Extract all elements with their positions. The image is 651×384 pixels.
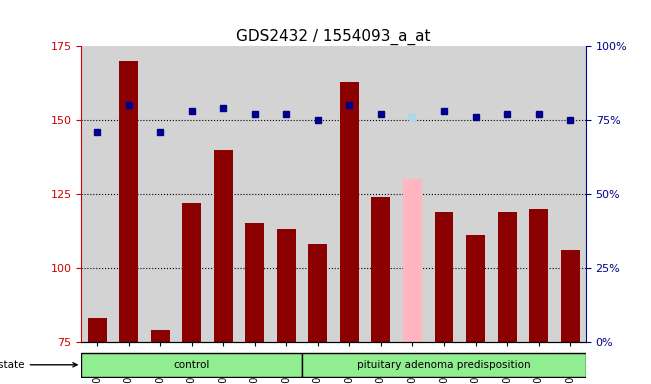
Bar bbox=[309, 244, 327, 342]
Bar bbox=[182, 203, 201, 342]
Bar bbox=[403, 179, 422, 342]
Bar bbox=[466, 235, 485, 342]
Bar bbox=[277, 229, 296, 342]
Bar bbox=[245, 223, 264, 342]
Text: control: control bbox=[174, 360, 210, 370]
Bar bbox=[561, 250, 579, 342]
Bar bbox=[88, 318, 107, 342]
Text: disease state: disease state bbox=[0, 360, 77, 370]
Bar bbox=[497, 212, 516, 342]
Bar bbox=[435, 212, 454, 342]
Text: pituitary adenoma predisposition: pituitary adenoma predisposition bbox=[357, 360, 531, 370]
Bar bbox=[340, 81, 359, 342]
Bar bbox=[214, 149, 233, 342]
FancyBboxPatch shape bbox=[81, 353, 302, 377]
FancyBboxPatch shape bbox=[302, 353, 586, 377]
Bar bbox=[529, 209, 548, 342]
Bar bbox=[372, 197, 391, 342]
Bar bbox=[151, 330, 170, 342]
Title: GDS2432 / 1554093_a_at: GDS2432 / 1554093_a_at bbox=[236, 28, 431, 45]
Bar bbox=[119, 61, 138, 342]
